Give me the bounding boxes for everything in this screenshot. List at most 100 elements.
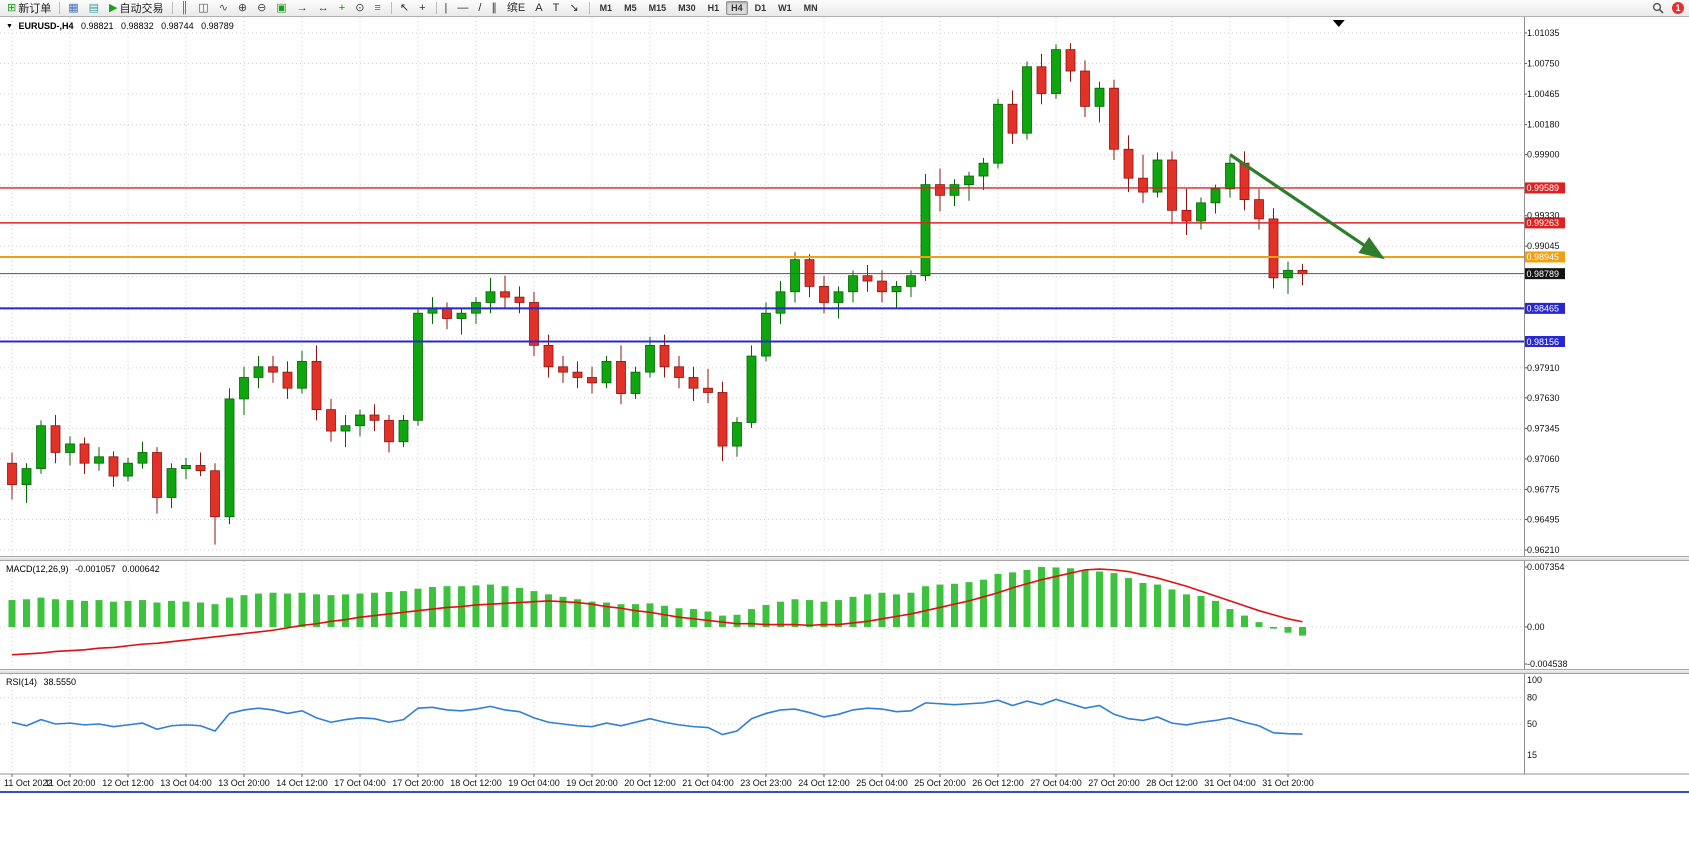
candle-body — [804, 259, 815, 287]
trendline-icon-glyph: / — [478, 2, 482, 14]
line-chart-icon-glyph: ∿ — [218, 2, 228, 14]
macd-bar — [777, 601, 784, 627]
chart-window-icon[interactable]: ▦ — [64, 0, 84, 17]
timeframe-w1[interactable]: W1 — [778, 3, 792, 13]
candle-body — [717, 392, 728, 447]
candle-body — [195, 464, 206, 472]
macd-bar — [588, 601, 596, 627]
periods-icon[interactable]: ⊙ — [351, 0, 370, 17]
text-icon[interactable]: A — [531, 0, 548, 17]
candle-body — [1268, 218, 1279, 279]
timeframe-m30[interactable]: M30 — [678, 3, 696, 13]
zoom-in-icon[interactable]: ⊕ — [234, 0, 253, 17]
macd-bar — [81, 600, 88, 627]
candle-body — [253, 366, 264, 378]
price-axis-label: 0.96210 — [1527, 545, 1560, 555]
price-axis-label: 1.00465 — [1527, 89, 1560, 99]
timeframe-m15[interactable]: M15 — [648, 3, 667, 13]
timeframe-h4[interactable]: H4 — [726, 1, 748, 15]
indicators-icon[interactable]: + — [335, 0, 351, 17]
timeframe-h1[interactable]: H1 — [707, 3, 720, 13]
macd-bar — [603, 602, 610, 627]
price-axis-label: 0.99330 — [1527, 211, 1560, 221]
macd-label: MACD(12,26,9) -0.001057 0.000642 — [6, 564, 160, 574]
macd-bar — [37, 597, 45, 627]
candle-body — [94, 456, 104, 464]
candle-body — [152, 452, 162, 498]
chart-window-icon-glyph: ▦ — [68, 2, 79, 14]
search-icon[interactable] — [1648, 0, 1668, 17]
macd-bar — [1139, 582, 1147, 627]
vertical-line-icon[interactable]: | — [441, 0, 454, 17]
rsi-line — [11, 698, 1303, 736]
tile-windows-icon[interactable]: ▣ — [272, 0, 292, 17]
macd-bar — [806, 600, 813, 627]
candle-body — [1094, 87, 1105, 107]
candle-body — [1007, 103, 1018, 134]
symbol-dropdown-icon[interactable]: ▼ — [6, 23, 13, 30]
bottom-splitter[interactable] — [0, 791, 1689, 793]
cursor-icon[interactable]: ↖ — [396, 0, 415, 17]
price-axis-label: 0.97345 — [1527, 423, 1560, 433]
chart-canvas[interactable]: 0.99589 0.99263 0.98945 0.98465 0.98156 0.987… — [0, 16, 1689, 856]
horizontal-line-icon[interactable]: — — [453, 0, 474, 17]
candles — [7, 43, 1308, 545]
line-chart-icon[interactable]: ∿ — [215, 0, 234, 17]
candle-body — [1254, 199, 1264, 220]
macd-bar — [52, 599, 59, 627]
candle-body — [398, 419, 409, 443]
timeframe-mn[interactable]: MN — [803, 3, 818, 13]
fibonacci-icon[interactable]: 缤E — [503, 0, 531, 17]
notification-badge[interactable]: 1 — [1672, 2, 1684, 14]
candle-body — [601, 361, 612, 384]
macd-bar — [704, 611, 712, 627]
macd-bar — [1096, 571, 1103, 627]
templates-icon[interactable]: ≡ — [370, 0, 386, 17]
candle-body — [297, 361, 307, 389]
macd-bar — [501, 586, 509, 627]
auto-scroll-icon[interactable]: → — [293, 0, 314, 17]
macd-bar — [733, 614, 741, 627]
chart-shift-icon[interactable]: ↔ — [314, 0, 335, 17]
candle-body — [500, 291, 510, 298]
candle-body — [65, 443, 75, 453]
candlestick-icon-glyph: ◫ — [198, 2, 209, 14]
label-icon[interactable]: T — [549, 0, 566, 17]
timeframe-m5[interactable]: M5 — [624, 3, 637, 13]
auto-trading-glyph: ▶ — [109, 2, 118, 14]
horizontal-line-icon-glyph: — — [457, 2, 469, 14]
auto-trading-button[interactable]: ▶ 自动交易 — [105, 0, 167, 17]
time-axis-label: 20 Oct 12:00 — [624, 778, 676, 788]
profiles-icon[interactable]: ▤ — [85, 0, 105, 17]
zoom-out-icon[interactable]: ⊖ — [253, 0, 272, 17]
bar-chart-icon[interactable]: ║ — [177, 0, 195, 17]
macd-bar — [8, 600, 16, 627]
panel-splitter-rsi[interactable] — [0, 669, 1689, 674]
price-badge — [1524, 251, 1565, 263]
time-axis-label: 27 Oct 20:00 — [1088, 778, 1140, 788]
macd-bar — [313, 594, 320, 627]
arrows-icon[interactable]: ↘ — [565, 0, 584, 17]
trend-arrow[interactable] — [1229, 153, 1385, 260]
chart-shift-marker[interactable] — [1332, 20, 1345, 27]
time-axis-label: 11 Oct 20:00 — [45, 778, 96, 788]
candle-body — [746, 355, 757, 423]
candle-body — [877, 280, 887, 293]
candlestick-icon[interactable]: ◫ — [194, 0, 214, 17]
crosshair-icon[interactable]: + — [415, 0, 431, 17]
toolbar-separator — [59, 2, 61, 14]
candle-body — [761, 312, 771, 357]
candle-body — [123, 462, 133, 477]
macd-signal-line — [11, 568, 1303, 656]
candle-body — [848, 275, 858, 293]
channel-icon[interactable]: ∥ — [487, 0, 503, 17]
candle-body — [326, 409, 336, 432]
new-order-button[interactable]: ⊞ 新订单 — [3, 0, 55, 17]
candle-body — [587, 377, 597, 384]
ohlc-low: 0.98744 — [161, 21, 194, 31]
trendline-icon[interactable]: / — [474, 0, 487, 17]
macd-bar — [835, 600, 842, 627]
timeframe-d1[interactable]: D1 — [754, 3, 767, 13]
timeframe-m1[interactable]: M1 — [599, 3, 613, 13]
panel-splitter-macd[interactable] — [0, 556, 1689, 561]
